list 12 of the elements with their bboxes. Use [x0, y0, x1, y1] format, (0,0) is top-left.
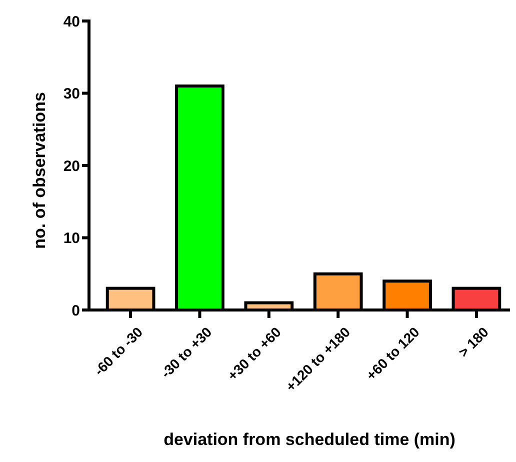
x-tick-label: +60 to 120	[362, 324, 422, 384]
y-tick-label: 30	[63, 86, 80, 102]
y-tick-label: 0	[72, 302, 80, 320]
x-axis-title: deviation from scheduled time (min)	[164, 430, 456, 449]
x-tick-label: +30 to +60	[224, 324, 284, 384]
x-tick-label: -60 to -30	[90, 324, 146, 379]
x-tick-label: -30 to +30	[158, 324, 215, 381]
y-axis-title: no. of observations	[30, 92, 49, 249]
y-tick-label: 40	[63, 13, 80, 30]
y-tick-label: 20	[63, 158, 80, 175]
y-tick-label: 10	[63, 230, 80, 247]
x-tick-label: > 180	[455, 324, 492, 360]
